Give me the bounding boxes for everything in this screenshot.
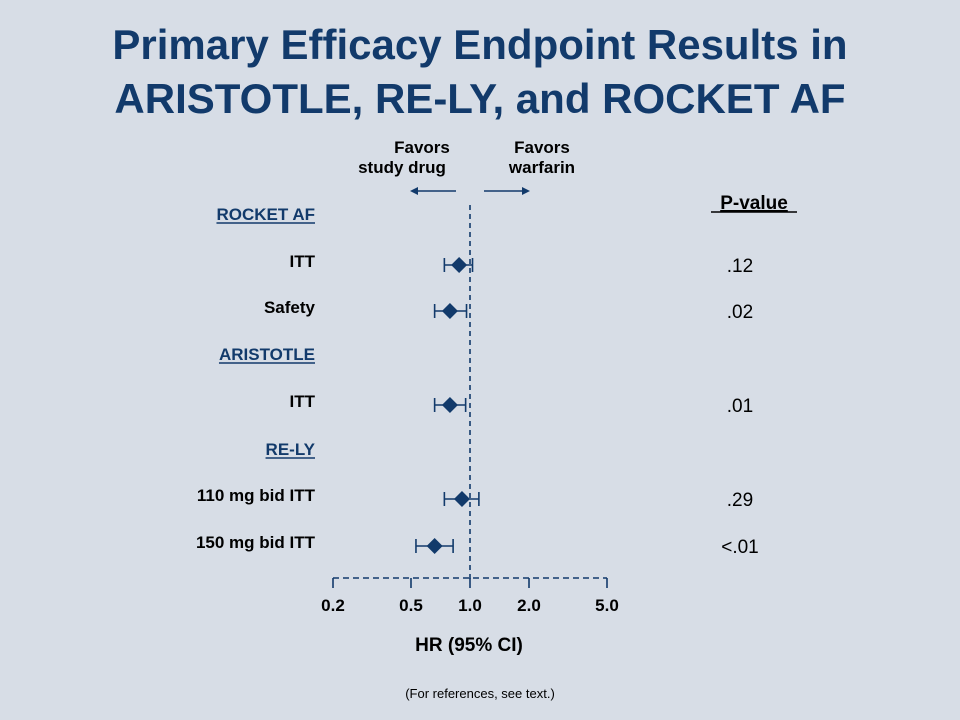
x-tick-label: 1.0 [458, 596, 482, 615]
favors-left-line-1: Favors [394, 138, 450, 157]
x-tick-label: 0.2 [321, 596, 345, 615]
estimate-row: 110 mg bid ITT .29 [197, 486, 753, 511]
row-label: 150 mg bid ITT [196, 533, 316, 552]
p-value: <.01 [721, 537, 759, 558]
x-tick-label: 5.0 [595, 596, 619, 615]
hr-point-marker [441, 397, 458, 413]
estimate-row: 150 mg bid ITT <.01 [196, 533, 759, 558]
p-value: .29 [727, 490, 753, 511]
favors-right-line-2: warfarin [508, 158, 575, 177]
group-row: ROCKET AF [216, 205, 315, 224]
group-label: ARISTOTLE [219, 345, 315, 364]
x-axis: 0.2 0.5 1.0 2.0 5.0 [321, 577, 619, 615]
row-label: ITT [290, 252, 316, 271]
estimate-row: ITT .12 [290, 252, 754, 277]
title-line-1: Primary Efficacy Endpoint Results in [112, 21, 848, 68]
footnote: (For references, see text.) [405, 686, 555, 701]
x-axis-title: HR (95% CI) [415, 635, 523, 656]
favors-right-line-1: Favors [514, 138, 570, 157]
favors-left-arrow [410, 187, 456, 195]
group-row: RE-LY [265, 440, 316, 459]
rows-layer: ROCKET AF ITT .12 Safety .02 ARISTOTLE ITT .01 R… [196, 205, 759, 580]
row-label: ITT [290, 392, 316, 411]
x-tick-label: 0.5 [399, 596, 423, 615]
hr-point-marker [451, 257, 468, 273]
group-row: ARISTOTLE [218, 345, 315, 364]
p-value: .02 [727, 302, 753, 323]
p-value: .12 [727, 256, 753, 277]
x-tick-label: 2.0 [517, 596, 541, 615]
row-label: Safety [264, 298, 316, 317]
p-value: .01 [727, 396, 753, 417]
group-label: RE-LY [266, 440, 316, 459]
favors-left-line-2: study drug [358, 158, 446, 177]
slide-title: Primary Efficacy Endpoint Results in ARI… [0, 18, 960, 126]
row-label: 110 mg bid ITT [197, 486, 316, 505]
hr-point-marker [453, 491, 470, 507]
estimate-row: Safety .02 [264, 298, 753, 323]
favors-right-arrow [484, 187, 530, 195]
group-label: ROCKET AF [216, 205, 315, 224]
favors-annotations: Favors study drug Favors warfarin [358, 138, 575, 195]
hr-point-marker [426, 538, 443, 554]
pvalue-header: P-value [720, 193, 788, 214]
title-line-2: ARISTOTLE, RE-LY, and ROCKET AF [114, 75, 846, 122]
hr-point-marker [441, 303, 458, 319]
estimate-row: ITT .01 [290, 392, 754, 417]
